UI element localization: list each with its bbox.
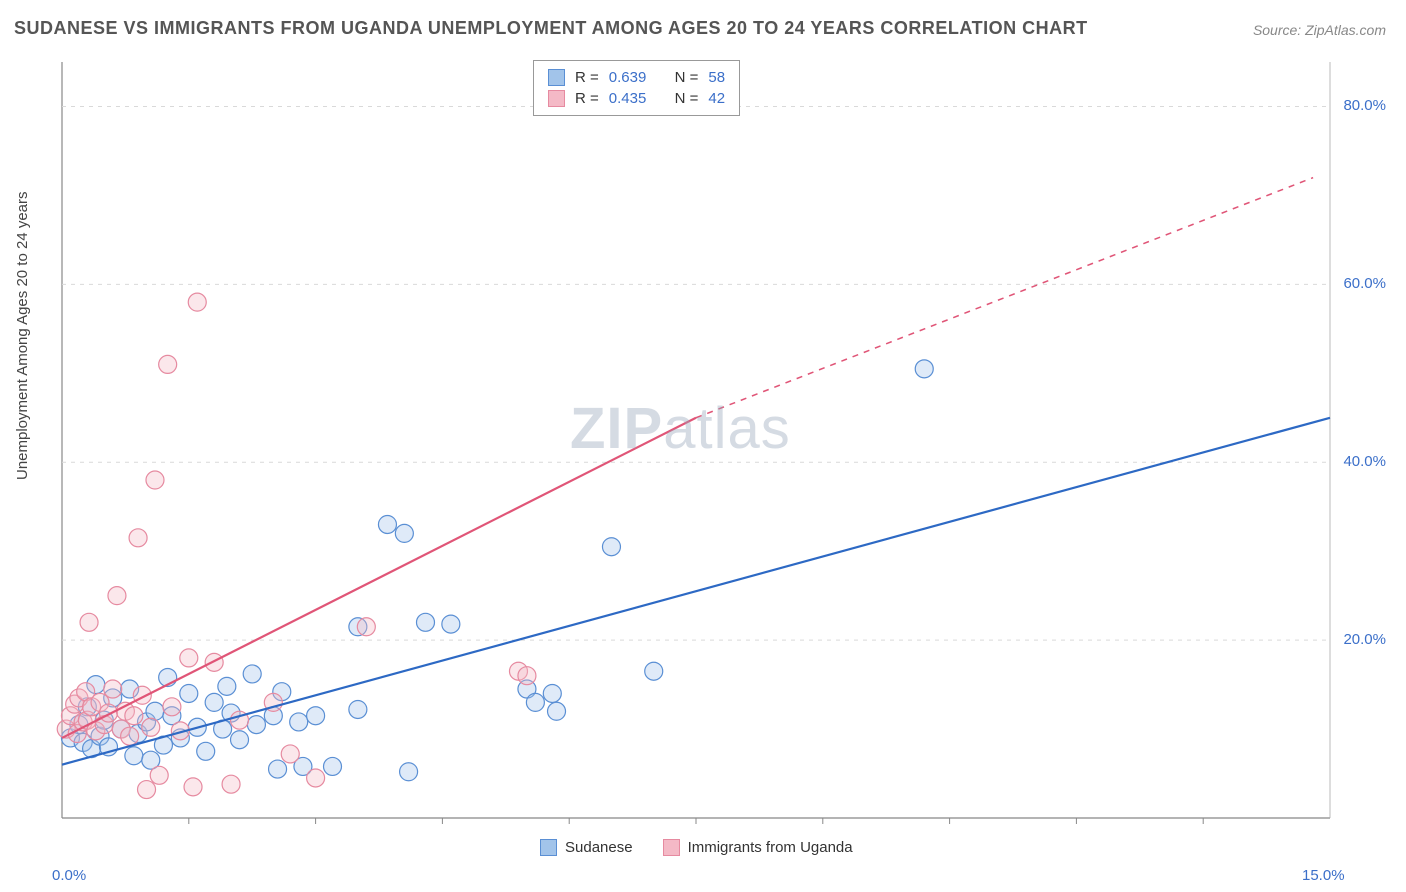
- legend-label-1: Immigrants from Uganda: [688, 839, 853, 856]
- r-label: R =: [575, 69, 599, 86]
- correlation-stats-box: R = 0.639 N = 58 R = 0.435 N = 42: [533, 60, 740, 116]
- y-axis-label: Unemployment Among Ages 20 to 24 years: [14, 191, 31, 480]
- n-label: N =: [675, 90, 699, 107]
- swatch-sudanese: [540, 839, 557, 856]
- n-value-0: 58: [708, 69, 725, 86]
- chart-title: SUDANESE VS IMMIGRANTS FROM UGANDA UNEMP…: [14, 18, 1088, 39]
- legend-item-1: Immigrants from Uganda: [663, 839, 853, 856]
- y-tick-label: 20.0%: [1343, 631, 1386, 648]
- r-value-1: 0.435: [609, 90, 647, 107]
- n-label: N =: [675, 69, 699, 86]
- x-tick-label: 0.0%: [52, 867, 86, 884]
- source-attribution: Source: ZipAtlas.com: [1253, 22, 1386, 38]
- scatter-chart: [50, 50, 1390, 860]
- x-tick-label: 15.0%: [1302, 867, 1345, 884]
- stats-row-0: R = 0.639 N = 58: [548, 67, 725, 88]
- y-tick-label: 80.0%: [1343, 97, 1386, 114]
- r-value-0: 0.639: [609, 69, 647, 86]
- n-value-1: 42: [708, 90, 725, 107]
- y-tick-label: 60.0%: [1343, 275, 1386, 292]
- swatch-uganda: [663, 839, 680, 856]
- legend-label-0: Sudanese: [565, 839, 633, 856]
- bottom-legend: Sudanese Immigrants from Uganda: [540, 839, 853, 856]
- legend-item-0: Sudanese: [540, 839, 633, 856]
- swatch-sudanese: [548, 69, 565, 86]
- stats-row-1: R = 0.435 N = 42: [548, 88, 725, 109]
- r-label: R =: [575, 90, 599, 107]
- source-name: ZipAtlas.com: [1305, 22, 1386, 38]
- source-prefix: Source:: [1253, 22, 1305, 38]
- swatch-uganda: [548, 90, 565, 107]
- y-tick-label: 40.0%: [1343, 453, 1386, 470]
